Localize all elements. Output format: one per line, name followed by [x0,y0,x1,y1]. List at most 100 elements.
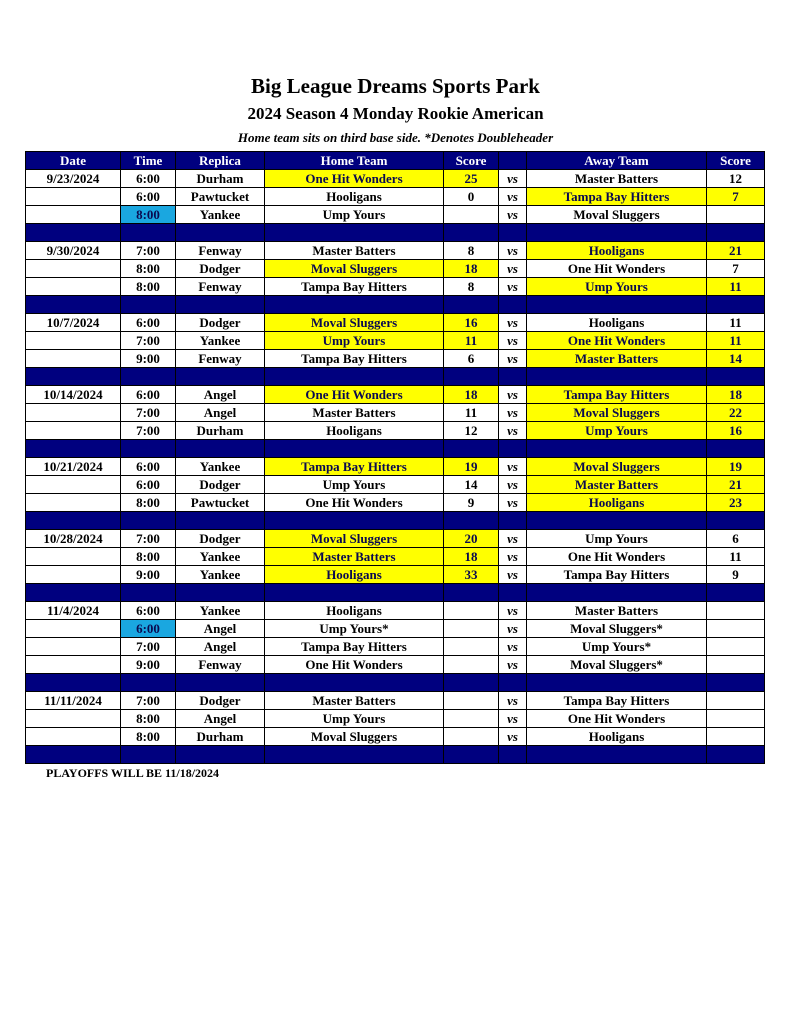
header-replica: Replica [175,151,265,170]
vs-label: vs [498,547,527,566]
separator-cell [175,511,265,530]
game-time: 8:00 [120,547,176,566]
game-row: 11/4/2024 6:00 Yankee Hooligans vs Master Bat… [25,601,765,620]
away-score: 11 [706,331,765,350]
separator-cell [175,367,265,386]
week-separator [25,223,765,242]
away-team: Moval Sluggers [526,205,707,224]
game-time: 7:00 [120,529,176,548]
vs-label: vs [498,601,527,620]
home-score: 18 [443,385,499,404]
page-subtitle: 2024 Season 4 Monday Rookie American [247,104,544,123]
game-replica: Dodger [175,475,265,494]
game-row: 8:00 Angel Ump Yours vs One Hit Wonders [25,709,765,728]
separator-cell [175,583,265,602]
away-team: Tampa Bay Hitters [526,385,707,404]
game-date [25,619,121,638]
separator-cell [264,367,444,386]
away-team: Moval Sluggers [526,403,707,422]
separator-cell [175,295,265,314]
game-row: 11/11/2024 7:00 Dodger Master Batters vs Tamp… [25,691,765,710]
away-score: 9 [706,565,765,584]
home-team: Master Batters [264,403,444,422]
separator-cell [120,295,176,314]
separator-cell [498,223,527,242]
game-time: 6:00 [120,457,176,476]
separator-cell [706,295,765,314]
separator-cell [498,745,527,764]
separator-cell [498,367,527,386]
game-row: 10/14/2024 6:00 Angel One Hit Wonders 18 vs Ta… [25,385,765,404]
game-replica: Angel [175,403,265,422]
home-team: Ump Yours [264,331,444,350]
game-date [25,727,121,746]
game-date [25,205,121,224]
home-score: 14 [443,475,499,494]
game-replica: Durham [175,169,265,188]
playoffs-note: PLAYOFFS WILL BE 11/18/2024 [46,766,220,780]
away-score: 7 [706,187,765,206]
game-replica: Fenway [175,349,265,368]
separator-cell [175,673,265,692]
game-replica: Pawtucket [175,493,265,512]
away-team: One Hit Wonders [526,259,707,278]
game-row: 8:00 Dodger Moval Sluggers 18 vs One Hit Wond… [25,259,765,278]
game-time: 9:00 [120,349,176,368]
home-team: One Hit Wonders [264,655,444,674]
home-score: 19 [443,457,499,476]
away-score: 23 [706,493,765,512]
separator-cell [264,295,444,314]
separator-cell [526,583,707,602]
game-row: 8:00 Yankee Ump Yours vs Moval Sluggers [25,205,765,224]
game-date [25,187,121,206]
header-time: Time [120,151,176,170]
separator-cell [25,367,121,386]
separator-cell [443,223,499,242]
away-team: Hooligans [526,727,707,746]
separator-cell [443,439,499,458]
game-time: 7:00 [120,403,176,422]
header-home-team: Home Team [264,151,444,170]
game-time: 6:00 [120,169,176,188]
vs-label: vs [498,277,527,296]
separator-cell [706,511,765,530]
home-score: 18 [443,547,499,566]
home-score: 0 [443,187,499,206]
game-time: 6:00 [120,619,176,638]
game-row: 6:00 Dodger Ump Yours 14 vs Master Batters 21 [25,475,765,494]
away-team: Ump Yours [526,421,707,440]
vs-label: vs [498,619,527,638]
game-date: 10/21/2024 [25,457,121,476]
game-date [25,421,121,440]
home-team: Hooligans [264,601,444,620]
game-row: 7:00 Angel Master Batters 11 vs Moval Slugger… [25,403,765,422]
home-score [443,691,499,710]
game-replica: Fenway [175,241,265,260]
week-separator [25,295,765,314]
game-row: 9:00 Fenway Tampa Bay Hitters 6 vs Master Bat… [25,349,765,368]
game-date: 9/30/2024 [25,241,121,260]
separator-cell [706,367,765,386]
home-score [443,637,499,656]
separator-cell [25,295,121,314]
home-score: 20 [443,529,499,548]
vs-label: vs [498,259,527,278]
away-team: Tampa Bay Hitters [526,565,707,584]
away-score: 12 [706,169,765,188]
game-replica: Dodger [175,313,265,332]
away-team: Tampa Bay Hitters [526,187,707,206]
away-score: 16 [706,421,765,440]
game-replica: Yankee [175,565,265,584]
vs-label: vs [498,727,527,746]
separator-cell [25,511,121,530]
game-date: 10/28/2024 [25,529,121,548]
game-row: 7:00 Durham Hooligans 12 vs Ump Yours 16 [25,421,765,440]
game-replica: Angel [175,637,265,656]
home-team: Hooligans [264,187,444,206]
home-team: Moval Sluggers [264,727,444,746]
game-date [25,259,121,278]
game-time: 9:00 [120,655,176,674]
header-row: Date Time Replica Home Team Score Away T… [25,151,765,170]
game-date [25,349,121,368]
